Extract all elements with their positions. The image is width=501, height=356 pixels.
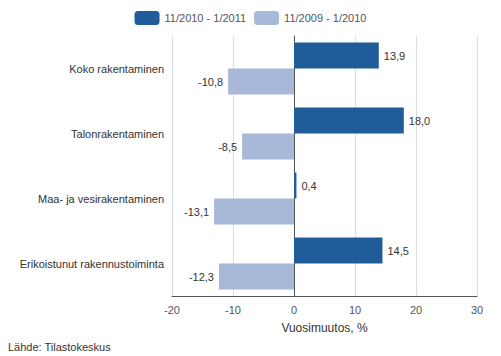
svg-text:-8,5: -8,5 <box>218 141 237 153</box>
svg-text:-13,1: -13,1 <box>184 206 209 218</box>
svg-text:-10,8: -10,8 <box>198 76 223 88</box>
svg-text:-12,3: -12,3 <box>189 271 214 283</box>
svg-text:30: 30 <box>471 304 483 316</box>
svg-text:-20: -20 <box>164 304 180 316</box>
svg-text:20: 20 <box>410 304 422 316</box>
svg-text:Talonrakentaminen: Talonrakentaminen <box>71 128 164 140</box>
svg-text:Maa- ja vesirakentaminen: Maa- ja vesirakentaminen <box>38 193 164 205</box>
svg-text:10: 10 <box>349 304 361 316</box>
svg-text:Koko rakentaminen: Koko rakentaminen <box>69 63 164 75</box>
svg-text:Vuosimuutos, %: Vuosimuutos, % <box>281 321 368 335</box>
svg-text:-10: -10 <box>225 304 241 316</box>
svg-text:Lähde: Tilastokeskus: Lähde: Tilastokeskus <box>8 341 111 353</box>
svg-text:Erikoistunut rakennustoiminta: Erikoistunut rakennustoiminta <box>20 258 165 270</box>
svg-text:13,9: 13,9 <box>384 50 405 62</box>
svg-text:18,0: 18,0 <box>409 115 430 127</box>
svg-text:11/2009 - 1/2010: 11/2009 - 1/2010 <box>284 12 366 24</box>
svg-text:0,4: 0,4 <box>301 180 316 192</box>
svg-text:11/2010 - 1/2011: 11/2010 - 1/2011 <box>165 12 247 24</box>
svg-text:14,5: 14,5 <box>387 245 408 257</box>
svg-text:0: 0 <box>291 304 297 316</box>
